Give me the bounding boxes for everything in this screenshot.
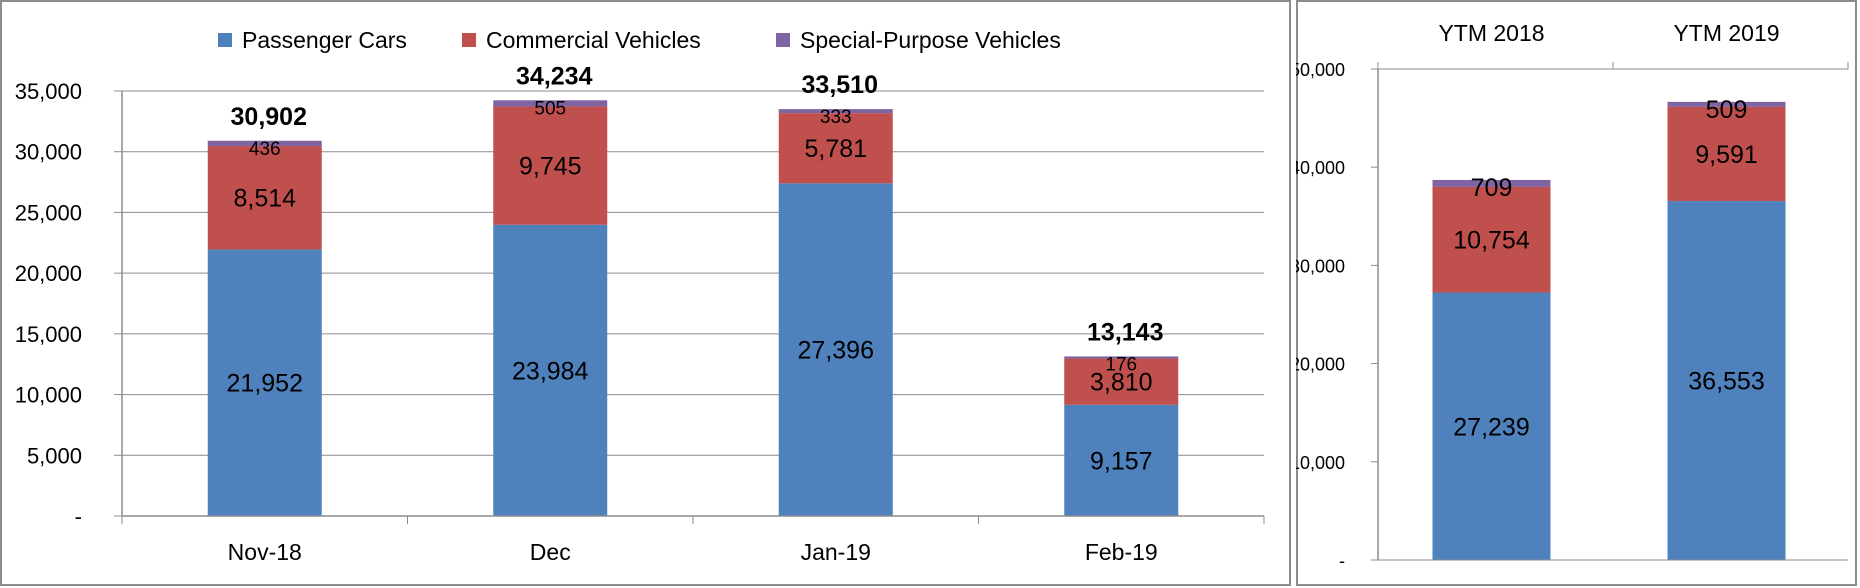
data-label: 9,745 [519,153,582,181]
legend-entry: Commercial Vehicles [486,27,701,53]
data-label: 8,514 [233,185,296,213]
y-tick-label: 10,000 [1296,453,1345,473]
bar-segment [778,183,893,516]
legend-swatch [776,33,790,47]
y-tick-label: 5,000 [27,443,82,468]
y-tick-label: 25,000 [15,200,82,225]
y-tick-label: 35,000 [15,79,82,104]
bar-segment [207,249,322,516]
y-tick-label: 30,000 [15,140,82,165]
y-tick-label: 20,000 [1296,355,1345,375]
x-tick-label: YTM 2018 [1438,20,1544,46]
x-tick-label: YTM 2019 [1673,20,1779,46]
bar-segment [1667,101,1786,107]
bar-segment [1432,292,1551,560]
bar-segment [778,113,893,184]
y-tick-label: - [75,504,82,529]
data-label: 333 [820,107,852,128]
legend-swatch [218,33,232,47]
bar-segment [1064,358,1179,405]
bar-segment [1432,179,1551,187]
bar-segment [1064,356,1179,359]
y-tick-label: 15,000 [15,322,82,347]
data-label: 9,591 [1695,141,1758,169]
bar-segment [1432,186,1551,293]
data-label: 509 [1706,96,1748,124]
x-tick-label: Jan-19 [801,539,871,565]
total-label: 33,510 [802,71,878,99]
bar-segment [493,224,608,516]
bar-segment [493,100,608,107]
y-tick-label: 20,000 [15,261,82,286]
bar-segment [778,109,893,114]
data-label: 10,754 [1453,227,1530,255]
legend-entry: Special-Purpose Vehicles [800,27,1061,53]
data-label: 505 [534,98,566,119]
legend-entry: Passenger Cars [242,27,407,53]
y-tick-label: 40,000 [1296,158,1345,178]
x-tick-label: Dec [530,539,571,565]
y-tick-label: 30,000 [1296,256,1345,276]
x-tick-label: Nov-18 [228,539,302,565]
total-label: 13,143 [1087,318,1163,346]
data-label: 176 [1105,354,1137,375]
data-label: 21,952 [227,370,303,398]
ytm-sales-chart: - 10,000 20,000 30,000 40,000 50,000 27,239 10… [1296,0,1857,586]
data-label: 436 [249,139,281,160]
data-label: 709 [1471,174,1513,202]
bar-segment [207,146,322,250]
monthly-sales-chart: - 5,000 10,000 15,000 20,000 25,000 30,000 35,0… [0,0,1291,586]
y-tick-label: - [1339,551,1345,571]
bar-segment [493,106,608,225]
bar-segment [207,140,322,147]
data-label: 36,553 [1688,368,1764,396]
bar-segment [1064,404,1179,516]
y-tick-label: 50,000 [1296,60,1345,80]
bar-segment [1667,201,1786,560]
data-label: 27,396 [798,337,874,365]
data-label: 5,781 [804,135,867,163]
bar-segment [1667,106,1786,202]
x-tick-label: Feb-19 [1085,539,1158,565]
y-tick-label: 10,000 [15,383,82,408]
total-label: 30,902 [231,103,307,131]
legend-swatch [462,33,476,47]
data-label: 27,239 [1453,413,1529,441]
total-label: 34,234 [516,62,593,90]
data-label: 9,157 [1090,447,1153,475]
data-label: 23,984 [512,357,589,385]
data-label: 3,810 [1090,369,1153,397]
